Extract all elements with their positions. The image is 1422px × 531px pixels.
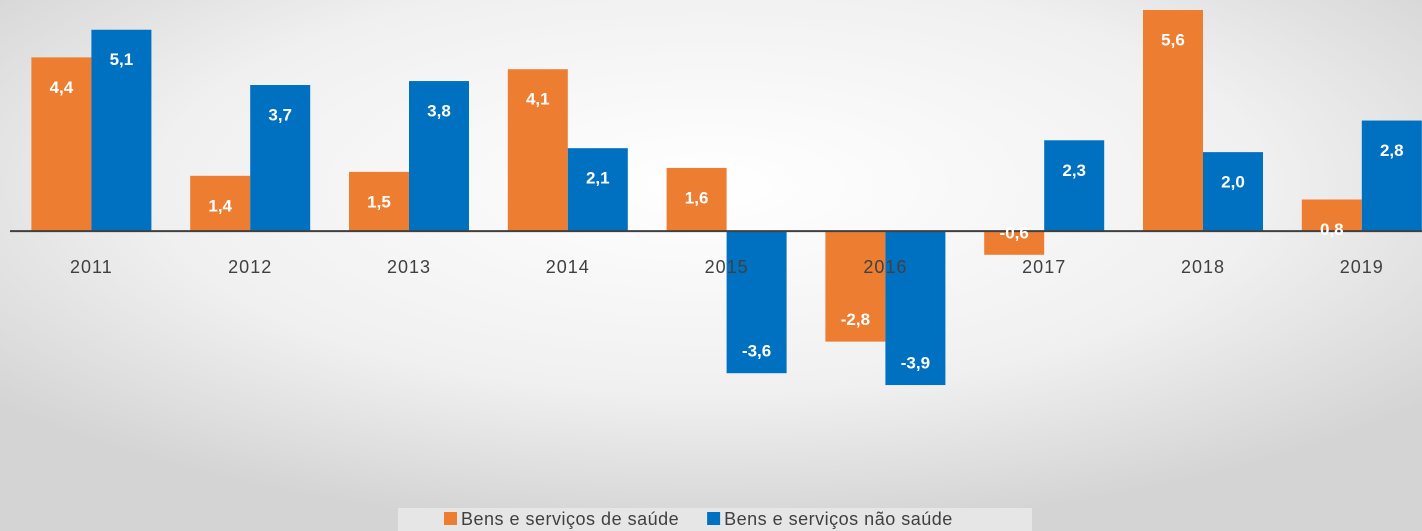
bar (1361, 120, 1422, 232)
bar (567, 148, 628, 232)
legend-swatch (707, 512, 721, 525)
bar (91, 29, 152, 232)
bar (250, 85, 311, 232)
bar (1044, 140, 1105, 232)
bar (885, 231, 946, 386)
value-label: 3,8 (427, 102, 451, 121)
legend-label: Bens e serviços de saúde (461, 509, 679, 529)
bar (1143, 10, 1203, 232)
value-label: 1,5 (367, 192, 391, 211)
value-label: 3,7 (268, 105, 292, 124)
bar (31, 57, 92, 232)
value-label: 5,1 (110, 50, 134, 69)
value-label: 2,8 (1380, 141, 1404, 160)
value-label: 0,8 (1320, 220, 1344, 239)
x-tick-label: 2014 (546, 257, 590, 277)
value-label: 5,6 (1161, 30, 1185, 49)
value-label: 1,6 (685, 188, 709, 207)
value-label: 4,1 (526, 90, 550, 109)
value-label: 2,3 (1062, 161, 1086, 180)
value-label: 1,4 (208, 196, 232, 215)
value-label: 2,0 (1221, 173, 1245, 192)
bar (409, 81, 469, 232)
legend-swatch (444, 512, 457, 525)
x-tick-label: 2011 (70, 257, 113, 277)
bar (726, 231, 787, 374)
x-tick-label: 2019 (1340, 257, 1384, 277)
value-label: -3,9 (901, 354, 930, 373)
bar (1203, 152, 1263, 232)
x-tick-label: 2016 (863, 257, 907, 277)
x-tick-label: 2017 (1022, 257, 1066, 277)
value-label: 2,1 (586, 169, 610, 188)
value-label: -3,6 (742, 342, 771, 361)
x-tick-label: 2012 (228, 257, 272, 277)
x-tick-label: 2018 (1181, 257, 1225, 277)
bar (1301, 199, 1362, 232)
bar (507, 69, 568, 232)
value-label: -2,8 (841, 310, 870, 329)
legend-label: Bens e serviços não saúde (724, 509, 953, 529)
value-label: -0,6 (1000, 223, 1029, 242)
bar (825, 231, 886, 342)
x-tick-label: 2015 (705, 257, 749, 277)
bar (984, 231, 1045, 255)
bar (349, 171, 409, 232)
value-label: 4,4 (50, 78, 74, 97)
x-tick-label: 2013 (387, 257, 431, 277)
bar (666, 167, 727, 232)
bar (190, 175, 251, 232)
